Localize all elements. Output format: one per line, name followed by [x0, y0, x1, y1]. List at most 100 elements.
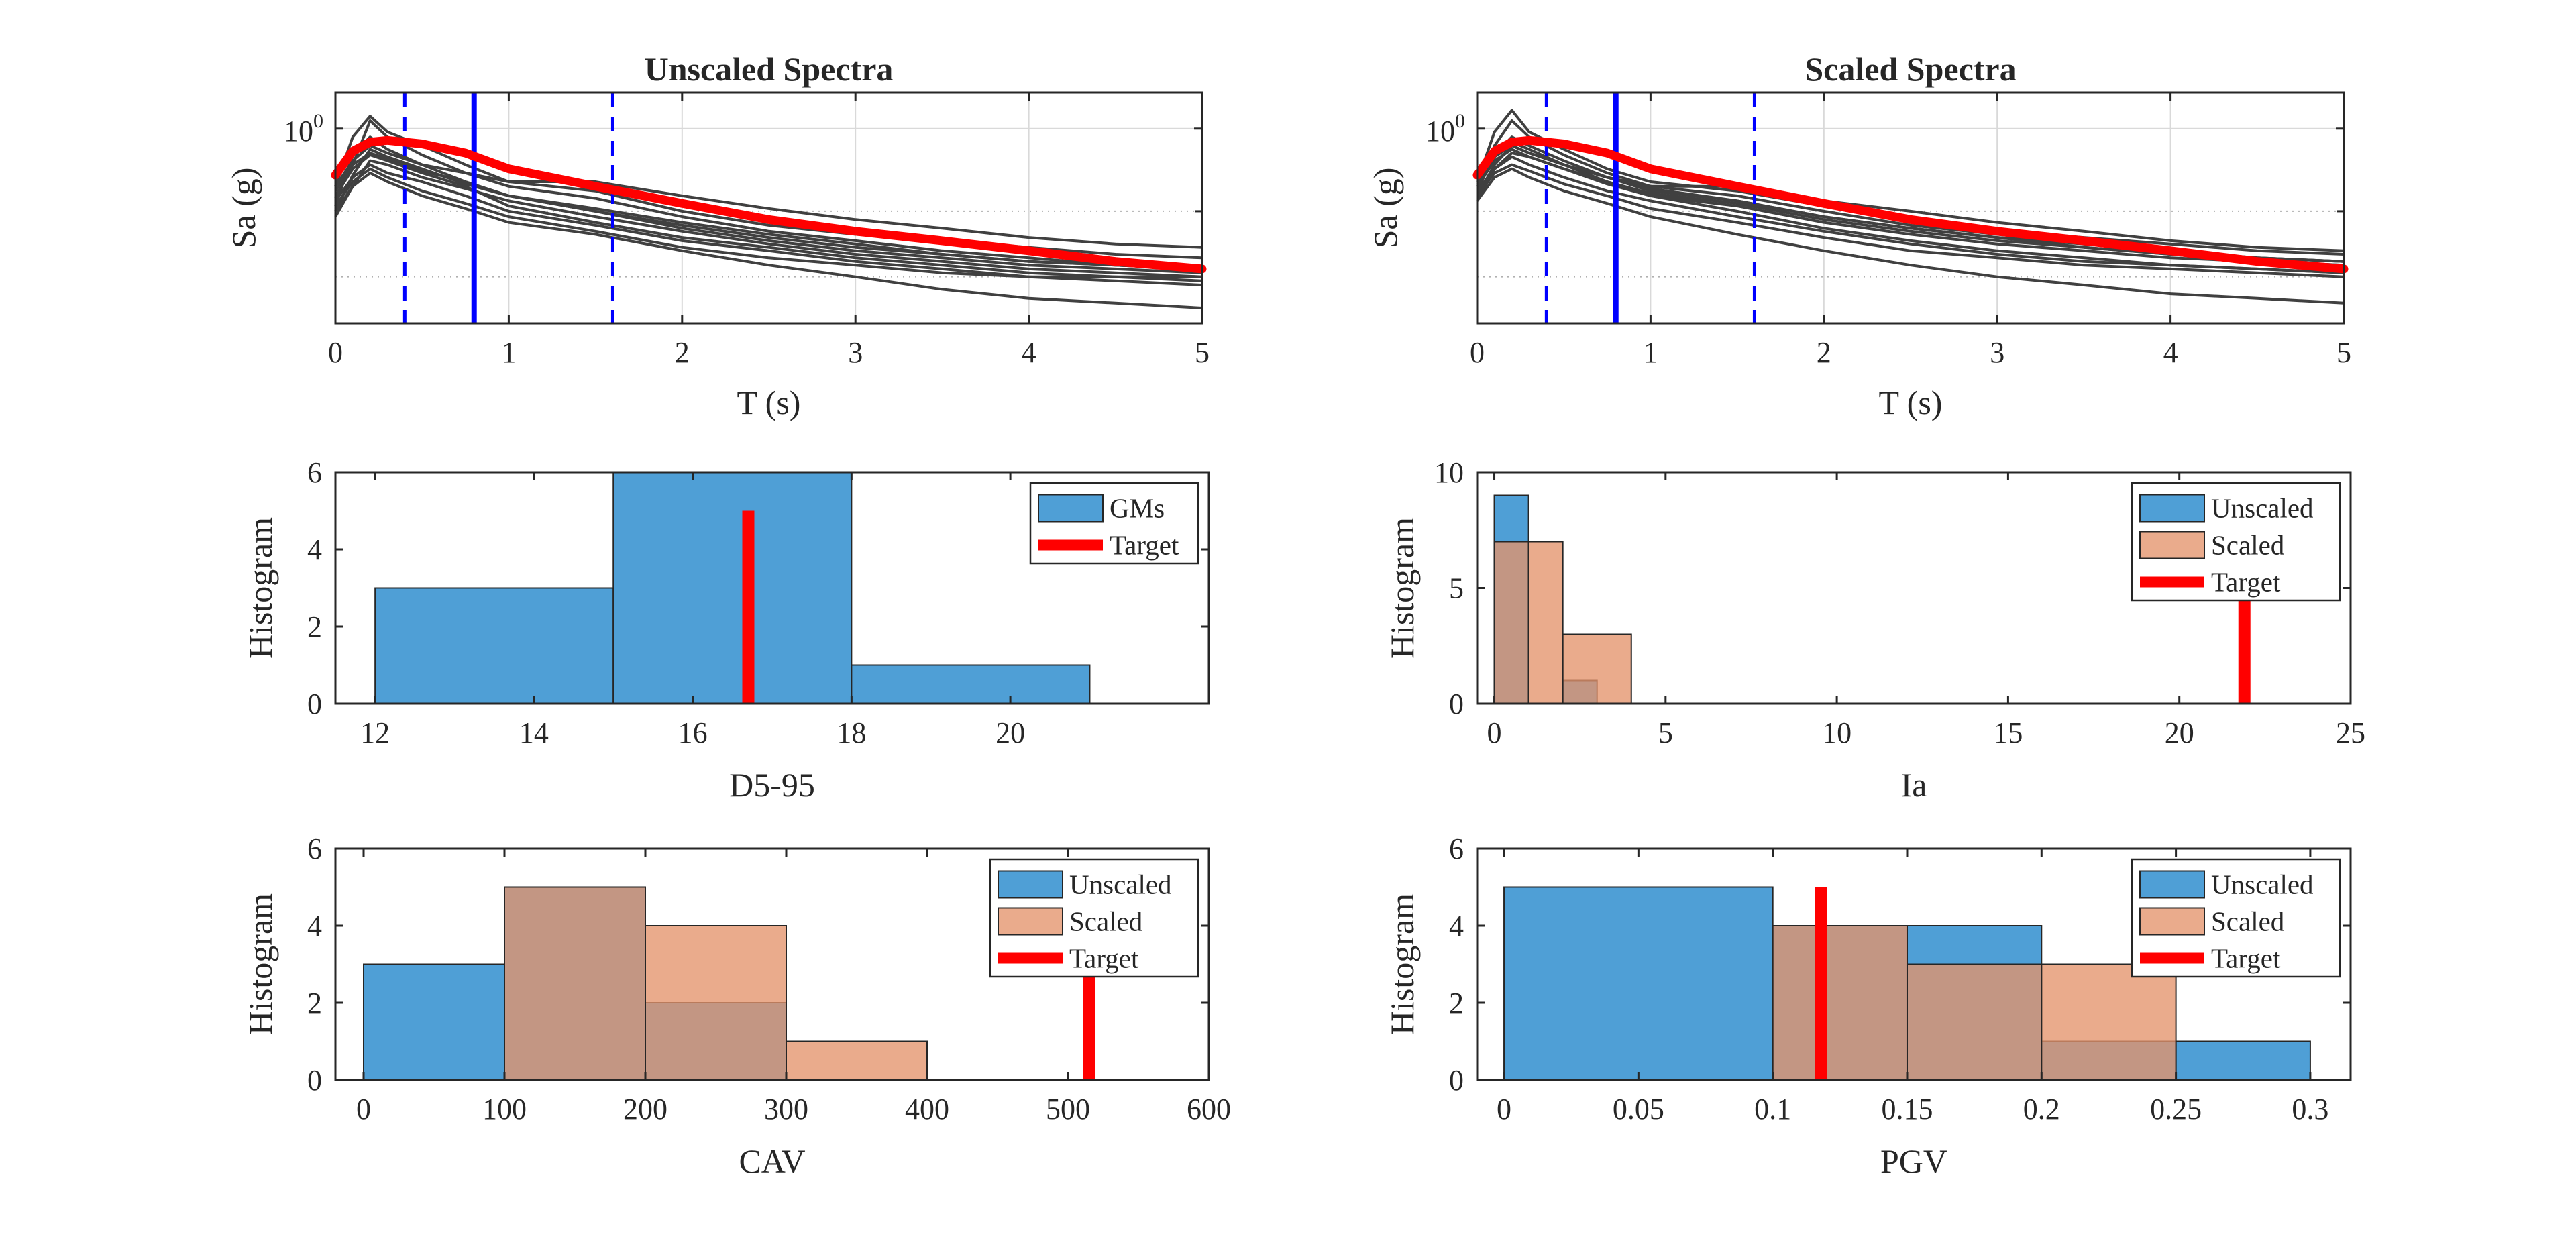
x-tick-label: 0 [356, 1093, 371, 1126]
y-tick-label: 4 [307, 910, 322, 942]
x-tick-label: 500 [1046, 1093, 1090, 1126]
y-tick-label: 100 [1426, 110, 1465, 148]
legend-label: Unscaled [2211, 493, 2314, 524]
histogram-bar-scaled [1906, 963, 2043, 1081]
y-tick-label: 4 [1449, 910, 1464, 942]
x-axis-label: CAV [739, 1142, 805, 1180]
x-axis-label: D5-95 [729, 766, 815, 804]
legend: Unscaled Scaled Target [2131, 858, 2341, 978]
x-tick-label: 25 [2336, 716, 2365, 749]
y-tick-label: 2 [307, 987, 322, 1020]
chart-hist-d595: 12 14 16 18 20 0 2 4 6 D5-95 Histogram GMs Target [241, 456, 1210, 804]
y-axis-label: Sa (g) [1366, 168, 1404, 249]
histogram-bar-gms [612, 472, 853, 704]
axes-frame [1476, 847, 2352, 1081]
x-tick-label: 3 [848, 336, 863, 369]
x-tick-label: 0.05 [1613, 1093, 1664, 1126]
target-spectrum-line [1472, 135, 2349, 274]
y-axis-label: Histogram [241, 893, 279, 1035]
chart-title: Unscaled Spectra [645, 50, 894, 88]
gm-spectrum-line [334, 144, 1203, 249]
legend-swatch-scaled [2139, 531, 2205, 559]
x-axis-label: T (s) [1879, 384, 1943, 421]
x-tick-label: 2 [675, 336, 690, 369]
histogram-bar-unscaled [2175, 1040, 2311, 1081]
histogram-bar-unscaled [363, 963, 505, 1081]
legend-label: Target [1110, 530, 1179, 561]
gm-spectrum-line [334, 152, 1203, 270]
gm-spectrum-line [334, 167, 1202, 278]
x-tick-label: 18 [837, 716, 866, 749]
x-tick-label: 15 [1993, 716, 2023, 749]
axes-frame [334, 471, 1210, 705]
y-axis-label: Histogram [241, 517, 279, 659]
y-axis-label: Histogram [1383, 893, 1421, 1035]
gm-spectrum-line [334, 154, 1203, 282]
gm-spectrum-line [1476, 155, 2345, 274]
axes-frame [334, 847, 1210, 1081]
legend-label: GMs [1110, 493, 1165, 524]
y-tick-label: 0 [1449, 688, 1464, 720]
x-tick-label: 0.2 [2023, 1093, 2060, 1126]
histogram-bar-gms [374, 587, 614, 704]
gm-spectrum-line [1476, 163, 2345, 278]
x-tick-label: 0.15 [1881, 1093, 1933, 1126]
legend: Unscaled Scaled Target [989, 858, 1199, 978]
legend-label: Scaled [1069, 906, 1142, 937]
y-tick-base: 10 [1426, 115, 1455, 148]
x-tick-label: 4 [1022, 336, 1036, 369]
legend-label: Target [2211, 943, 2281, 974]
x-axis-label: Ia [1901, 766, 1927, 804]
x-tick-label: 16 [678, 716, 708, 749]
y-tick-label: 0 [307, 688, 322, 720]
x-tick-label: 200 [623, 1093, 667, 1126]
y-tick-label: 100 [284, 110, 323, 148]
legend-swatch-gms [1038, 494, 1104, 523]
x-tick-label: 5 [1658, 716, 1673, 749]
gm-spectrum-line [334, 159, 1203, 278]
legend-label: Target [2211, 567, 2281, 598]
legend-label: Unscaled [2211, 869, 2314, 900]
histogram-bar-scaled [1493, 541, 1529, 704]
x-tick-label: 0 [1470, 336, 1485, 369]
x-tick-label: 5 [1195, 336, 1210, 369]
gm-spectrum-line [334, 119, 1203, 270]
x-tick-label: 20 [996, 716, 1025, 749]
x-tick-label: 14 [519, 716, 549, 749]
histogram-bar-gms [851, 664, 1091, 704]
chart-hist-ia: 0 5 10 15 20 25 0 5 10 Ia Histogram Unscaled Scaled T… [1383, 456, 2365, 804]
x-tick-label: 300 [764, 1093, 808, 1126]
legend-label: Scaled [2211, 530, 2284, 561]
axes-frame [1476, 91, 2345, 325]
y-axis-label: Histogram [1383, 517, 1421, 659]
legend-swatch-unscaled [2139, 870, 2205, 899]
x-tick-label: 0 [1497, 1093, 1511, 1126]
chart-hist-pgv: 0 0.05 0.1 0.15 0.2 0.25 0.3 0 2 4 6 PGV Histogram Un… [1383, 832, 2352, 1180]
histogram-bar-scaled [1527, 541, 1564, 704]
x-tick-label: 5 [2337, 336, 2351, 369]
legend-swatch-scaled [2139, 907, 2205, 936]
histogram-bar-scaled [1562, 633, 1632, 704]
histogram-bar-scaled [786, 1040, 928, 1081]
x-tick-label: 3 [1990, 336, 2004, 369]
gm-spectrum-line [1476, 167, 2345, 305]
legend-swatch-unscaled [998, 870, 1063, 899]
y-tick-label: 4 [307, 533, 322, 566]
legend-swatch-scaled [998, 907, 1063, 936]
y-tick-label: 2 [1449, 987, 1464, 1020]
x-axis-label: T (s) [737, 384, 801, 421]
x-axis-label: PGV [1880, 1142, 1947, 1180]
x-tick-label: 0 [328, 336, 343, 369]
y-tick-label: 0 [307, 1064, 322, 1097]
x-tick-label: 20 [2165, 716, 2194, 749]
legend-label: Target [1069, 943, 1139, 974]
histogram-bar-scaled [645, 925, 787, 1081]
legend-swatch-unscaled [2139, 494, 2205, 523]
y-tick-label: 6 [307, 456, 322, 489]
x-tick-label: 1 [501, 336, 516, 369]
y-tick-base: 10 [284, 115, 313, 148]
x-tick-label: 4 [2163, 336, 2178, 369]
